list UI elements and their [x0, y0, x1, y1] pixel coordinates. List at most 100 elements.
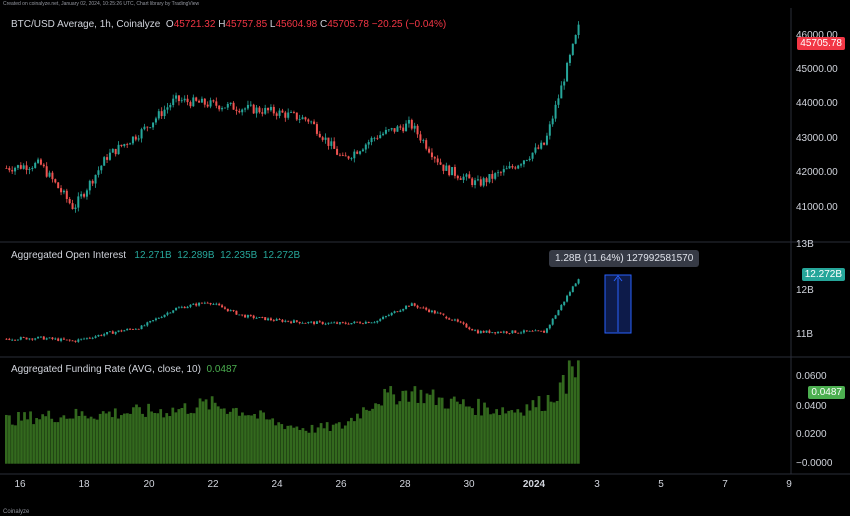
measure-tooltip: 1.28B (11.64%) 127992581570	[549, 250, 700, 267]
funding-bar	[350, 417, 353, 464]
candle-body	[497, 172, 500, 174]
candle-body	[198, 302, 201, 306]
change-value: −20.25 (−0.04%)	[371, 19, 447, 30]
funding-rate-bars	[5, 360, 580, 464]
funding-bar	[29, 411, 32, 464]
candle-body	[528, 158, 531, 161]
candle-body	[494, 332, 497, 334]
funding-bar	[14, 425, 17, 464]
candle-body	[482, 178, 485, 186]
candle-body	[34, 338, 37, 340]
candle-body	[511, 166, 514, 168]
candle-body	[402, 127, 405, 132]
funding-bar	[56, 422, 60, 464]
candle-body	[387, 315, 390, 317]
candle-body	[353, 321, 356, 324]
candle-body	[88, 180, 91, 191]
candle-body	[226, 103, 229, 108]
candle-body	[485, 178, 488, 183]
candle-body	[428, 148, 431, 153]
funding-bar	[468, 406, 471, 464]
candle-body	[310, 121, 313, 123]
funding-bar	[201, 401, 205, 464]
x-tick: 9	[786, 479, 792, 490]
x-tick: 20	[143, 479, 155, 490]
funding-bar	[138, 407, 141, 464]
candle-body	[413, 303, 416, 306]
candle-body	[281, 319, 284, 322]
candle-body	[373, 322, 376, 324]
candle-body	[22, 165, 25, 169]
candle-body	[430, 152, 433, 158]
x-tick: 3	[594, 479, 600, 490]
candle-body	[129, 328, 132, 330]
funding-bar	[362, 407, 365, 464]
candle-body	[11, 170, 14, 172]
candle-body	[327, 322, 330, 324]
funding-bar	[129, 413, 132, 464]
candle-body	[433, 157, 436, 159]
candle-body	[223, 107, 226, 109]
candle-body	[203, 98, 206, 105]
funding-bar	[53, 422, 57, 464]
candle-body	[301, 322, 304, 324]
funding-bar	[32, 424, 35, 464]
x-tick: 24	[271, 479, 283, 490]
candle-body	[379, 319, 382, 321]
candle-body	[100, 334, 103, 336]
funding-bar	[283, 429, 287, 464]
funding-bar	[325, 422, 329, 464]
candle-body	[528, 330, 531, 332]
funding-bar	[123, 413, 126, 464]
candle-body	[183, 306, 186, 309]
funding-bar	[501, 407, 505, 464]
funding-bar	[219, 408, 223, 464]
candle-body	[543, 142, 546, 145]
candle-body	[261, 112, 264, 114]
candle-body	[163, 109, 166, 117]
candle-body	[169, 104, 172, 108]
funding-bar	[26, 419, 29, 464]
candle-body	[482, 331, 485, 333]
price-title: BTC/USD Average, 1h, Coinalyze	[11, 19, 161, 30]
funding-bar	[62, 415, 66, 464]
funding-bar	[271, 418, 275, 464]
candle-body	[321, 137, 324, 140]
funding-bar	[392, 394, 396, 464]
funding-bar	[340, 428, 344, 464]
funding-bar	[292, 427, 296, 464]
funding-bar	[313, 432, 317, 464]
funding-bar	[113, 408, 117, 464]
candle-body	[108, 152, 111, 160]
candle-body	[459, 321, 462, 323]
candle-body	[123, 330, 126, 332]
candle-body	[517, 332, 520, 334]
funding-bar	[486, 407, 489, 464]
candle-body	[218, 105, 221, 110]
funding-bar	[368, 410, 371, 464]
measure-tool[interactable]	[604, 274, 632, 334]
candle-body	[361, 323, 364, 325]
candle-body	[25, 165, 28, 170]
candle-body	[183, 98, 186, 101]
funding-bar	[555, 400, 559, 464]
candle-body	[129, 143, 132, 145]
candle-body	[8, 338, 11, 340]
candle-body	[425, 140, 428, 149]
candle-body	[384, 316, 387, 317]
funding-value: 0.0487	[206, 364, 238, 375]
funding-bar	[573, 377, 577, 464]
candle-body	[537, 330, 540, 332]
funding-bar	[322, 428, 326, 464]
candle-body	[120, 330, 123, 332]
candle-body	[488, 330, 491, 333]
candle-body	[551, 118, 554, 125]
candle-body	[382, 133, 385, 136]
funding-bar	[216, 406, 220, 464]
funding-bar	[377, 404, 380, 464]
funding-bar	[504, 413, 508, 464]
candle-body	[94, 336, 97, 338]
funding-bar	[570, 366, 574, 464]
close-value: 45705.78	[327, 19, 369, 30]
